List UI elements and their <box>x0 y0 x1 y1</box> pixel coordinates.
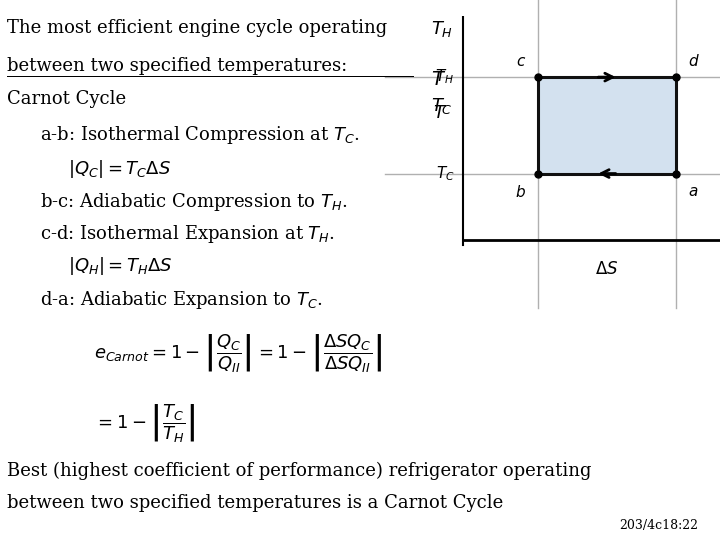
Text: d-a: Adiabatic Expansion to $T_C$.: d-a: Adiabatic Expansion to $T_C$. <box>40 289 323 311</box>
Text: between two specified temperatures is a Carnot Cycle: between two specified temperatures is a … <box>7 494 503 512</box>
Text: b-c: Adiabatic Compression to $T_H$.: b-c: Adiabatic Compression to $T_H$. <box>40 191 347 213</box>
Text: $T$: $T$ <box>431 71 446 89</box>
Text: $\Delta S$: $\Delta S$ <box>595 260 618 278</box>
Text: Carnot Cycle: Carnot Cycle <box>7 90 126 108</box>
Bar <box>538 77 676 173</box>
Text: a-b: Isothermal Compression at $T_C$.: a-b: Isothermal Compression at $T_C$. <box>40 124 359 146</box>
Text: $T$: $T$ <box>433 104 447 122</box>
Text: c-d: Isothermal Expansion at $T_H$.: c-d: Isothermal Expansion at $T_H$. <box>40 223 335 245</box>
Text: 203/4c18:22: 203/4c18:22 <box>619 519 698 532</box>
Text: $T_H$: $T_H$ <box>431 19 453 39</box>
Bar <box>538 77 676 173</box>
Text: $a$: $a$ <box>688 184 698 199</box>
Text: The most efficient engine cycle operating: The most efficient engine cycle operatin… <box>7 19 387 37</box>
Text: Best (highest coefficient of performance) refrigerator operating: Best (highest coefficient of performance… <box>7 462 592 480</box>
Text: between two specified temperatures:: between two specified temperatures: <box>7 57 348 75</box>
Text: $T_C$: $T_C$ <box>431 96 452 116</box>
Text: $T_C$: $T_C$ <box>436 164 454 183</box>
Text: $|Q_H| = T_H \Delta S$: $|Q_H| = T_H \Delta S$ <box>68 255 173 278</box>
Text: $= 1 - \left|\dfrac{T_C}{T_H}\right|$: $= 1 - \left|\dfrac{T_C}{T_H}\right|$ <box>94 402 195 444</box>
Text: $d$: $d$ <box>688 53 699 70</box>
Text: $|Q_C| = T_C \Delta S$: $|Q_C| = T_C \Delta S$ <box>68 158 171 180</box>
Text: $c$: $c$ <box>516 55 526 70</box>
Text: $e_{Carnot} = 1 - \left|\dfrac{Q_C}{Q_{II}}\right| = 1 - \left|\dfrac{\Delta S Q: $e_{Carnot} = 1 - \left|\dfrac{Q_C}{Q_{I… <box>94 332 382 374</box>
Text: $b$: $b$ <box>516 184 526 200</box>
Text: $T_H$: $T_H$ <box>436 68 454 86</box>
